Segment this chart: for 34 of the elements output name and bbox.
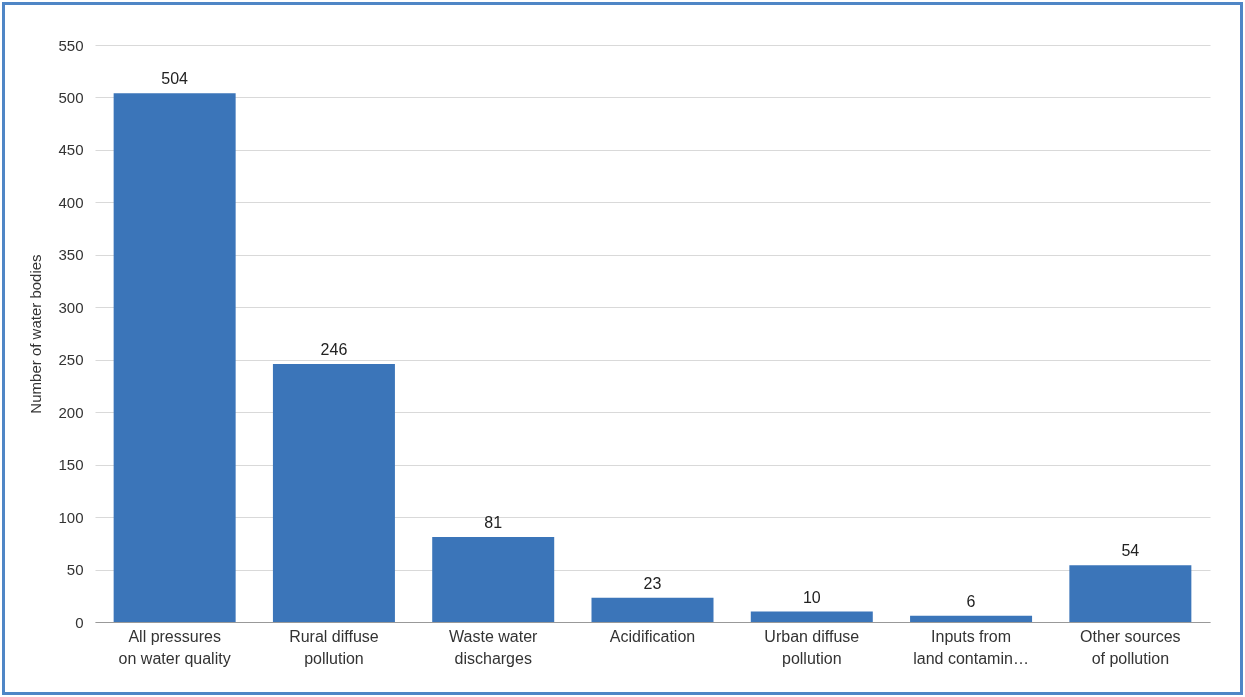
bar (750, 611, 873, 622)
data-label: 6 (966, 592, 976, 610)
bar (910, 615, 1033, 622)
bar (113, 93, 236, 622)
bar (591, 597, 714, 622)
data-label: 54 (1121, 542, 1140, 560)
y-tick-label: 400 (58, 193, 84, 211)
x-tick-label: Inputs from land contamin… (913, 627, 1029, 667)
y-tick-label: 100 (58, 508, 84, 526)
bar (272, 363, 395, 622)
x-tick-label: Rural diffuse pollution (289, 627, 379, 667)
x-tick-label: All pressures on water quality (118, 627, 231, 667)
y-tick-label: 300 (58, 298, 84, 316)
y-tick-label: 500 (58, 88, 84, 106)
data-label: 10 (802, 588, 821, 606)
y-axis-title: Number of water bodies (27, 254, 45, 414)
data-label: 81 (484, 514, 503, 532)
y-tick-label: 350 (58, 246, 84, 264)
y-tick-label: 50 (66, 561, 84, 579)
x-tick-label: Urban diffuse pollution (764, 627, 860, 667)
x-tick-label: Other sources of pollution (1080, 627, 1181, 667)
x-tick-label: Acidification (609, 627, 696, 645)
y-tick-label: 550 (58, 36, 84, 54)
data-label: 23 (643, 574, 662, 592)
y-tick-label: 150 (58, 456, 84, 474)
y-tick-label: 250 (58, 351, 84, 369)
y-tick-label: 200 (58, 403, 84, 421)
bar (1069, 565, 1192, 622)
data-label: 246 (320, 340, 348, 358)
data-label: 504 (161, 70, 189, 88)
y-tick-label: 0 (75, 613, 84, 631)
bar (432, 537, 555, 622)
x-tick-label: Waste water discharges (449, 627, 539, 667)
y-tick-label: 450 (58, 141, 84, 159)
